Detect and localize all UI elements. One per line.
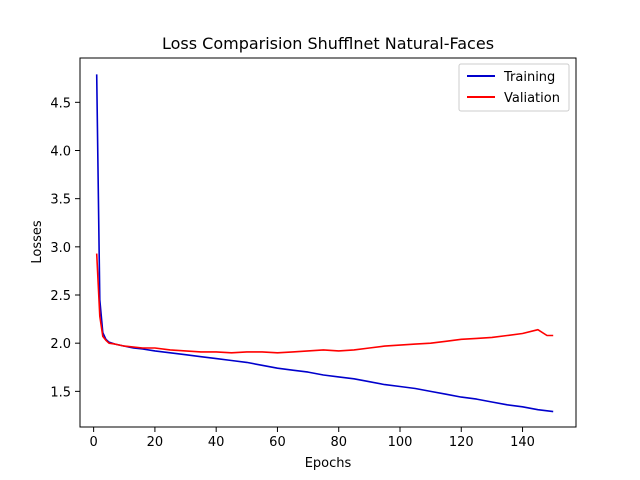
- x-tick-label: 0: [89, 435, 97, 450]
- x-tick-label: 80: [330, 435, 347, 450]
- x-tick-label: 140: [510, 435, 535, 450]
- x-tick-label: 20: [147, 435, 164, 450]
- y-tick-label: 3.0: [50, 241, 71, 256]
- legend: Training Valiation: [458, 63, 570, 112]
- y-tick-label: 1.5: [50, 385, 71, 400]
- legend-training-label: Training: [503, 70, 555, 85]
- y-tick-label: 4.0: [50, 144, 71, 159]
- y-tick-label: 3.5: [50, 193, 71, 208]
- legend-valiation-label: Valiation: [504, 91, 560, 106]
- y-axis-label: Losses: [30, 220, 45, 264]
- x-tick-label: 120: [449, 435, 474, 450]
- y-tick-label: 2.5: [50, 289, 71, 304]
- chart-title: Loss Comparision Shufflnet Natural-Faces: [162, 34, 494, 53]
- x-tick-label: 60: [269, 435, 286, 450]
- tick-layer: 0 20 40 60 80 100 120 140 1.5 2.0 2.5 3.0 3.5 4.0 4.5: [50, 96, 535, 450]
- series-line-valiation: [95, 253, 554, 354]
- x-axis-label: Epochs: [305, 456, 352, 471]
- x-tick-label: 100: [388, 435, 413, 450]
- y-tick-label: 4.5: [50, 96, 71, 111]
- plot-frame: [79, 57, 577, 428]
- y-tick-label: 2.0: [50, 337, 71, 352]
- x-tick-label: 40: [208, 435, 225, 450]
- series-layer: [95, 74, 554, 413]
